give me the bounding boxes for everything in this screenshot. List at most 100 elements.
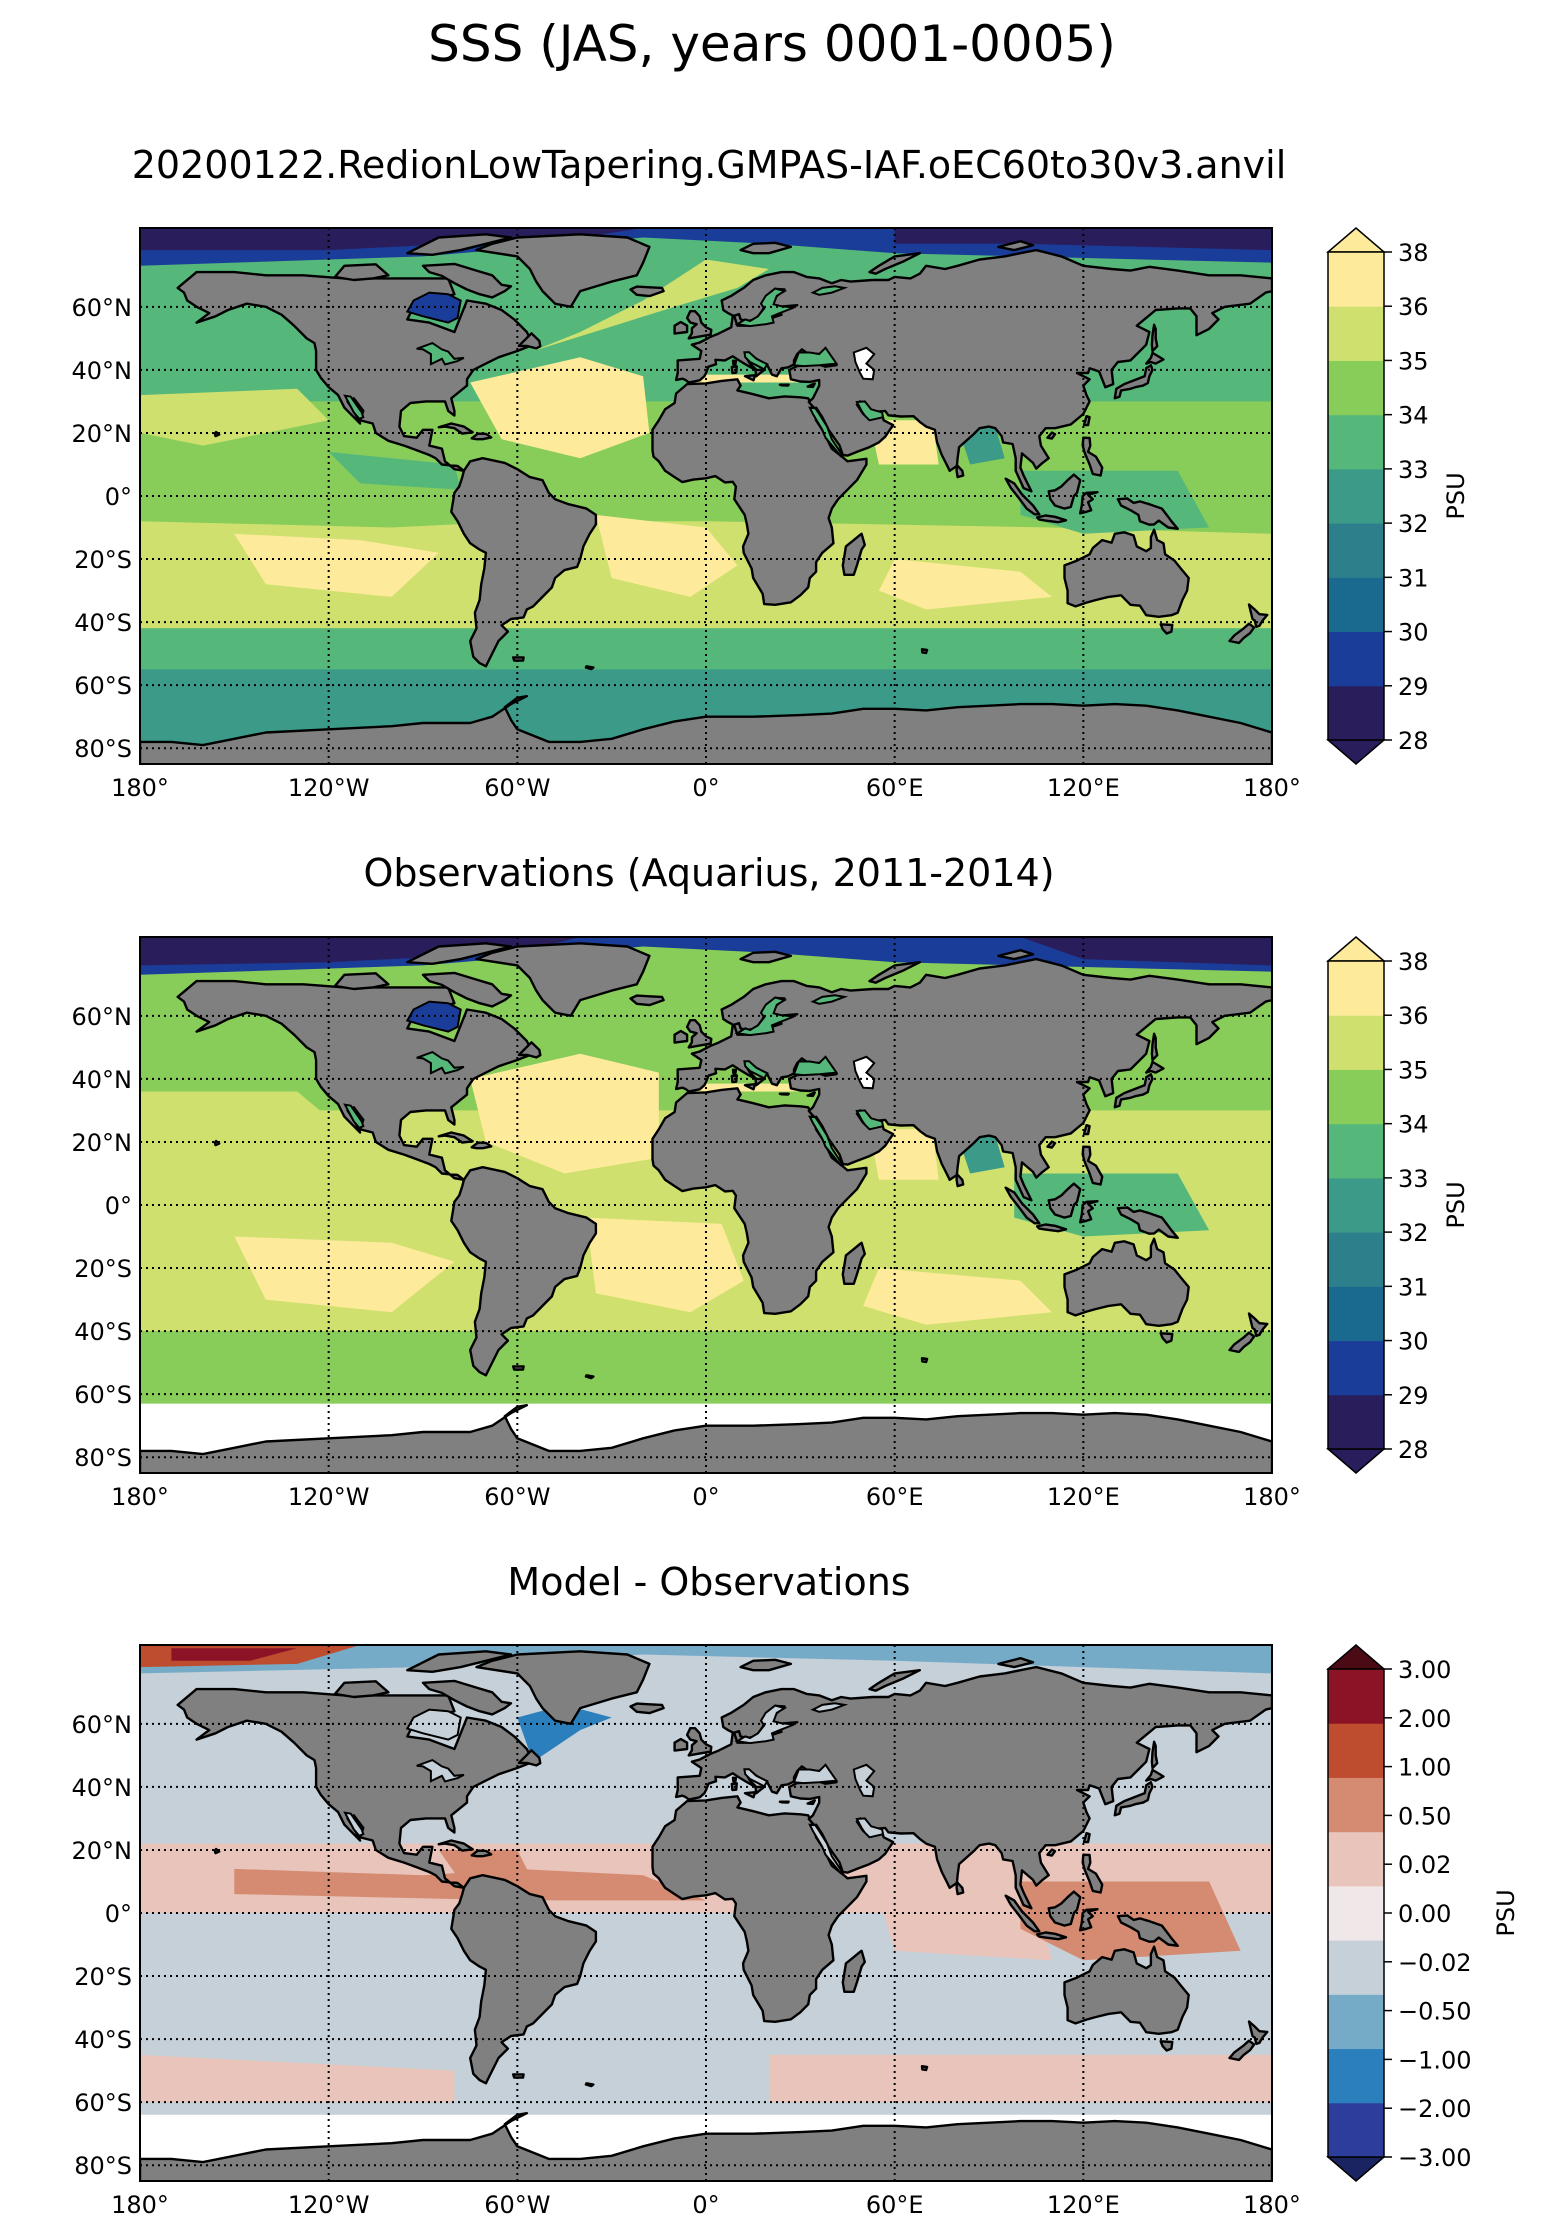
land-newfoundland — [517, 1041, 542, 1059]
colorbar-tick-label: 34 — [1398, 1111, 1429, 1139]
land-hainan — [1046, 431, 1057, 440]
colorbar-segment — [1328, 685, 1384, 741]
land-svalbard — [739, 950, 793, 964]
x-tick-label: 120°E — [1047, 2191, 1120, 2219]
land-taiwan — [1082, 1123, 1091, 1136]
panel-title-observations: Observations (Aquarius, 2011-2014) — [363, 851, 1055, 895]
water-black-sea — [792, 1055, 839, 1077]
land-svalbard — [739, 1658, 793, 1672]
colorbar-tick-label: 29 — [1398, 1382, 1429, 1410]
colorbar-segment — [1328, 1177, 1384, 1233]
ocean-region-north-atlantic-high — [470, 357, 650, 459]
land-baffin — [421, 1679, 513, 1716]
x-tick-label: 0° — [692, 774, 719, 802]
colorbar-segment — [1328, 306, 1384, 361]
colorbar-tick-label: 28 — [1398, 727, 1429, 755]
colorbar-segment — [1328, 1340, 1384, 1396]
colorbar-segment — [1328, 1777, 1384, 1833]
y-tick-label: 80°S — [74, 2152, 132, 2180]
land-novaya-zemlya — [868, 251, 921, 275]
x-tick-label: 60°W — [484, 774, 550, 802]
colorbar-tick-label: −3.00 — [1398, 2144, 1472, 2172]
colorbar-extend-high — [1325, 1644, 1387, 1670]
x-tick-label: 120°W — [288, 774, 370, 802]
land-kerguelen — [920, 2064, 929, 2072]
land-hokkaido — [1144, 351, 1165, 365]
y-tick-label: 40°S — [74, 609, 132, 637]
colorbar-tick-label: 2.00 — [1398, 1705, 1451, 1733]
x-tick-label: 180° — [1243, 1483, 1301, 1511]
land-japan — [1113, 1780, 1154, 1817]
y-tick-label: 60°S — [74, 2089, 132, 2117]
panel-title-difference: Model - Observations — [507, 1560, 911, 1604]
land-africa — [651, 1087, 868, 1316]
land-philippines — [1081, 1145, 1104, 1186]
land-sri-lanka — [955, 463, 965, 479]
ocean-region-indian-north — [863, 1843, 1052, 1961]
land-sakhalin — [1150, 323, 1159, 353]
colorbar-segment — [1328, 1232, 1384, 1287]
land-madagascar — [841, 1241, 866, 1286]
colorbar-tick-label: 35 — [1398, 347, 1429, 375]
land-madagascar — [841, 532, 866, 576]
land-antarctica — [140, 695, 1272, 764]
colorbar-tick-label: 34 — [1398, 402, 1429, 430]
land-africa — [651, 1795, 868, 2024]
colorbar-extend-low — [1325, 2156, 1387, 2182]
land-tasmania — [1159, 2040, 1174, 2052]
colorbar-segment — [1328, 631, 1384, 687]
water-black-sea — [792, 346, 839, 368]
colorbar-tick-label: 28 — [1398, 1436, 1429, 1464]
land-cyprus — [806, 382, 816, 389]
ocean-region-south-indian — [768, 2054, 1272, 2103]
land-cyprus — [806, 1091, 816, 1098]
land-africa — [651, 378, 868, 606]
y-tick-label: 40°N — [72, 1066, 133, 1094]
colorbar-segment — [1328, 523, 1384, 578]
y-tick-label: 40°N — [72, 1774, 133, 1802]
land-falklands — [512, 1365, 525, 1371]
ocean-region-south-atlantic-high — [595, 514, 738, 597]
x-tick-label: 0° — [692, 2191, 719, 2219]
land-hokkaido — [1144, 1060, 1165, 1074]
graticule — [140, 1645, 1272, 2181]
land-kerguelen — [920, 648, 929, 655]
colorbar-segment — [1328, 1015, 1384, 1070]
y-tick-label: 20°S — [74, 546, 132, 574]
water-gulf-of-california — [343, 1103, 365, 1129]
colorbar-segment — [1328, 1394, 1384, 1450]
ocean-region-north-atlantic-high — [470, 1053, 659, 1174]
land-newfoundland — [517, 332, 542, 350]
land-new-guinea — [1116, 1206, 1179, 1240]
y-tick-label: 20°N — [72, 1129, 133, 1157]
land-victoria-island — [333, 1680, 390, 1699]
land-hokkaido — [1144, 1768, 1165, 1782]
x-tick-label: 60°E — [866, 1483, 924, 1511]
x-tick-label: 180° — [111, 2191, 169, 2219]
colorbar: 3.00 2.00 1.00 0.50 0.02 0.00 −0.02 −0.50 −1.00 −… — [1325, 1644, 1520, 2182]
ocean-region-southern-ring — [140, 1331, 1272, 1414]
water-black-sea — [792, 1763, 839, 1785]
land-australia — [1063, 528, 1190, 618]
ocean-region-indian-high — [863, 1268, 1052, 1325]
land-antarctica — [140, 1403, 1272, 1473]
land-victoria-island — [333, 263, 390, 282]
land-hawaii — [213, 430, 221, 438]
colorbar-tick-label: −1.00 — [1398, 2046, 1472, 2074]
land-borneo — [1047, 1890, 1082, 1927]
land-ellesmere — [406, 942, 513, 965]
y-tick-label: 0° — [105, 1900, 132, 1928]
land-java — [1035, 1931, 1068, 1941]
land-philippines — [1081, 1853, 1104, 1894]
colorbar-tick-label: 32 — [1398, 1219, 1429, 1247]
land-taiwan — [1082, 1831, 1091, 1844]
colorbar-segment — [1328, 360, 1384, 416]
land-sakhalin — [1150, 1032, 1159, 1062]
land-iceland — [629, 285, 665, 298]
land-south-georgia — [584, 1374, 595, 1380]
ocean-region-south-pacific-high — [234, 533, 439, 597]
land-ireland — [673, 1737, 689, 1752]
water-persian-gulf — [855, 1109, 885, 1131]
water-persian-gulf — [855, 400, 885, 422]
